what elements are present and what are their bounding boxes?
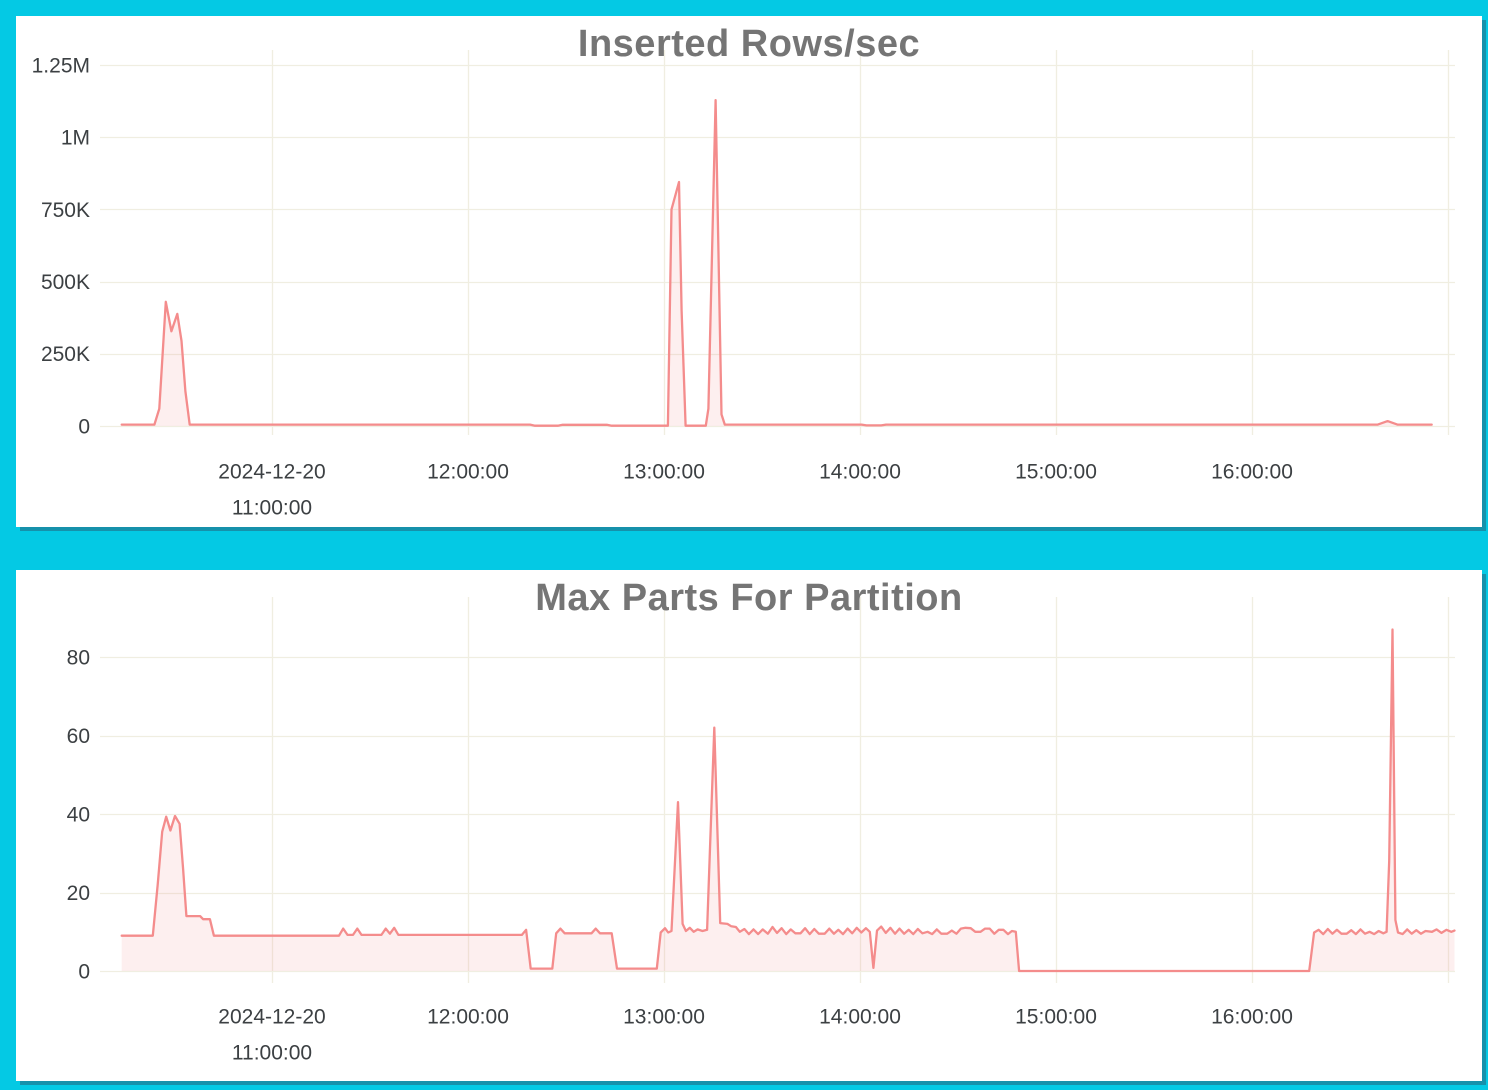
y-tick-label: 40 bbox=[67, 803, 90, 826]
y-tick-label: 1M bbox=[61, 127, 90, 150]
series-area bbox=[121, 100, 1432, 426]
inserted-rows-chart: 0 250K 500K 750K 1M 1.25M 2024-12-20 11:00:00 12… bbox=[32, 50, 1455, 519]
y-tick-label: 0 bbox=[78, 960, 90, 983]
x-tick-label: 15:00:00 bbox=[1015, 1005, 1097, 1028]
x-tick-label: 15:00:00 bbox=[1015, 460, 1097, 483]
y-tick-label: 60 bbox=[67, 725, 90, 748]
y-tick-label: 20 bbox=[67, 882, 90, 905]
y-tick-label: 0 bbox=[78, 415, 90, 438]
x-tick-label: 12:00:00 bbox=[427, 460, 509, 483]
x-tick-label: 12:00:00 bbox=[427, 1005, 509, 1028]
x-tick-label: 2024-12-20 bbox=[218, 1005, 325, 1028]
x-tick-label: 16:00:00 bbox=[1211, 1005, 1293, 1028]
x-tick-label: 13:00:00 bbox=[623, 460, 705, 483]
x-tick-label: 16:00:00 bbox=[1211, 460, 1293, 483]
series-line bbox=[120, 99, 1433, 427]
y-tick-label: 500K bbox=[41, 271, 90, 294]
y-tick-label: 750K bbox=[41, 199, 90, 222]
x-tick-label: 2024-12-20 bbox=[218, 460, 325, 483]
chart-panel-inserted-rows: 0 250K 500K 750K 1M 1.25M 2024-12-20 11:00:00 12… bbox=[16, 16, 1482, 527]
series-area bbox=[121, 629, 1455, 971]
x-tick-label: 11:00:00 bbox=[232, 496, 312, 519]
max-parts-chart: 0 20 40 60 80 2024-12-20 11:00:00 12:00:00 13:00… bbox=[67, 597, 1456, 1064]
x-tick-label: 11:00:00 bbox=[232, 1041, 312, 1064]
y-tick-label: 250K bbox=[41, 343, 90, 366]
x-tick-label: 14:00:00 bbox=[819, 1005, 901, 1028]
y-tick-label: 1.25M bbox=[32, 54, 90, 77]
x-tick-label: 14:00:00 bbox=[819, 460, 901, 483]
chart-panel-max-parts: 0 20 40 60 80 2024-12-20 11:00:00 12:00:00 13:00… bbox=[16, 570, 1482, 1081]
x-tick-label: 13:00:00 bbox=[623, 1005, 705, 1028]
y-tick-label: 80 bbox=[67, 646, 90, 669]
series-line bbox=[120, 628, 1456, 973]
